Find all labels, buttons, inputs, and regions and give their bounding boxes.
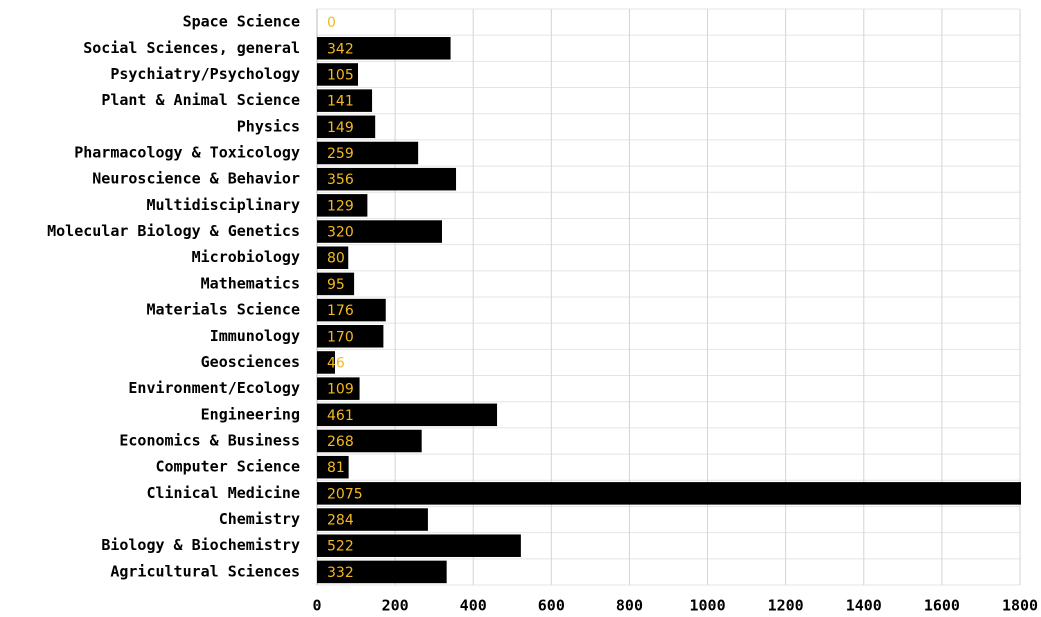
value-label: 268 — [327, 434, 354, 450]
value-label: 105 — [327, 67, 354, 83]
bar — [317, 351, 335, 374]
y-tick-label: Biology & Biochemistry — [101, 536, 300, 554]
x-tick-label: 800 — [616, 597, 643, 615]
bar — [317, 194, 368, 217]
bars — [317, 37, 1021, 584]
y-tick-label: Materials Science — [146, 301, 300, 319]
value-label: 259 — [327, 146, 354, 162]
y-tick-label: Engineering — [201, 405, 300, 423]
y-tick-label: Agricultural Sciences — [110, 562, 300, 580]
value-label: 320 — [327, 225, 354, 241]
bar — [317, 63, 359, 86]
y-tick-label: Pharmacology & Toxicology — [74, 144, 300, 162]
x-tick-label: 400 — [460, 597, 487, 615]
x-tick-label: 200 — [382, 597, 409, 615]
value-label: 170 — [327, 329, 354, 345]
x-tick-label: 1400 — [846, 597, 882, 615]
y-tick-label: Social Sciences, general — [83, 39, 300, 57]
value-label: 2075 — [327, 486, 363, 502]
bar — [317, 403, 498, 427]
bar — [317, 377, 360, 400]
bar — [317, 325, 384, 348]
bar — [317, 37, 451, 60]
bar — [317, 167, 457, 191]
y-tick-label: Space Science — [183, 13, 300, 31]
y-tick-label: Microbiology — [192, 248, 300, 266]
value-label: 284 — [327, 513, 354, 529]
y-tick-label: Chemistry — [219, 510, 300, 528]
y-tick-label: Environment/Ecology — [128, 379, 300, 397]
value-label: 356 — [327, 172, 354, 188]
value-label: 81 — [327, 460, 345, 476]
bar — [317, 508, 428, 531]
bar — [317, 220, 442, 243]
bar — [317, 560, 447, 584]
value-label: 149 — [327, 120, 354, 136]
y-tick-label: Clinical Medicine — [146, 484, 300, 502]
value-label: 522 — [327, 539, 354, 555]
x-tick-label: 1800 — [1002, 597, 1038, 615]
bar — [317, 89, 373, 112]
bar — [317, 115, 376, 139]
bar — [317, 272, 355, 296]
y-tick-label: Physics — [237, 117, 300, 135]
y-tick-label: Economics & Business — [119, 432, 300, 450]
value-label: 461 — [327, 408, 354, 424]
x-tick-label: 1200 — [768, 597, 804, 615]
y-tick-label: Mathematics — [201, 274, 300, 292]
y-tick-label: Neuroscience & Behavior — [92, 170, 300, 188]
y-tick-label: Multidisciplinary — [146, 196, 300, 214]
bar — [317, 482, 1021, 505]
y-tick-label: Geosciences — [201, 353, 300, 371]
bar — [317, 141, 419, 165]
bar — [317, 429, 422, 453]
y-tick-label: Molecular Biology & Genetics — [47, 222, 300, 240]
x-tick-label: 600 — [538, 597, 565, 615]
y-tick-label: Plant & Animal Science — [101, 91, 300, 109]
y-tick-label: Computer Science — [156, 458, 301, 476]
bar — [317, 534, 521, 557]
value-label: 80 — [327, 251, 345, 267]
bar — [317, 298, 386, 322]
value-label: 332 — [327, 565, 354, 581]
value-label: 129 — [327, 198, 354, 214]
x-tick-label: 1000 — [689, 597, 725, 615]
y-tick-label: Immunology — [210, 327, 300, 345]
bar — [317, 455, 349, 479]
y-tick-label: Psychiatry/Psychology — [110, 65, 300, 83]
value-label: 46 — [327, 355, 345, 371]
value-label: 95 — [327, 277, 345, 293]
value-label: 342 — [327, 41, 354, 57]
bar — [317, 246, 349, 269]
x-tick-label: 0 — [312, 597, 321, 615]
value-label: 0 — [327, 15, 336, 31]
x-tick-label: 1600 — [924, 597, 960, 615]
value-label: 109 — [327, 382, 354, 398]
value-label: 141 — [327, 94, 354, 110]
value-label: 176 — [327, 303, 354, 319]
